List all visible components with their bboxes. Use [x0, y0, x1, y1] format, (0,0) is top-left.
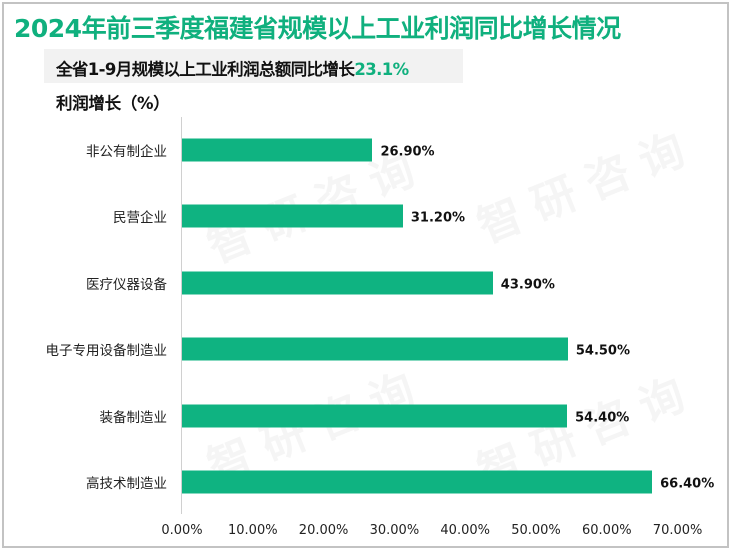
x-tick-label: 0.00%: [161, 523, 203, 538]
x-tick-label: 60.00%: [582, 523, 632, 538]
value-label: 26.90%: [380, 144, 435, 160]
bar: [182, 404, 568, 428]
subtitle-highlight: 23.1%: [354, 60, 409, 79]
x-tick-label: 40.00%: [440, 523, 490, 538]
y-axis-title: 利润增长（%）: [56, 94, 170, 113]
category-label: 非公有制企业: [86, 144, 167, 160]
value-label: 43.90%: [500, 277, 555, 293]
category-label: 高技术制造业: [86, 476, 167, 492]
chart-frame: [2, 2, 729, 548]
x-tick-label: 30.00%: [369, 523, 420, 538]
bar: [182, 470, 653, 494]
bar: [182, 138, 373, 162]
value-label: 54.50%: [575, 343, 631, 359]
subtitle: 全省1-9月规模以上工业利润总额同比增长23.1%: [56, 56, 409, 80]
x-tick-label: 70.00%: [652, 523, 703, 538]
category-label: 装备制造业: [99, 409, 168, 426]
category-label: 电子专用设备制造业: [45, 343, 168, 360]
bar: [182, 271, 493, 295]
bar: [182, 337, 568, 361]
x-tick-label: 50.00%: [511, 523, 561, 538]
subtitle-text: 全省1-9月规模以上工业利润总额同比增长: [56, 60, 355, 79]
category-label: 民营企业: [113, 210, 167, 227]
x-tick-label: 10.00%: [228, 523, 278, 538]
bar: [182, 204, 403, 228]
value-label: 31.20%: [410, 210, 466, 226]
value-label: 66.40%: [660, 476, 715, 492]
category-label: 医疗仪器设备: [86, 276, 167, 293]
y-axis-line: [181, 117, 182, 514]
value-label: 54.40%: [575, 410, 630, 426]
x-tick-label: 20.00%: [298, 523, 349, 538]
subtitle-box: [44, 49, 463, 83]
chart-title: 2024年前三季度福建省规模以上工业利润同比增长情况: [14, 14, 621, 43]
